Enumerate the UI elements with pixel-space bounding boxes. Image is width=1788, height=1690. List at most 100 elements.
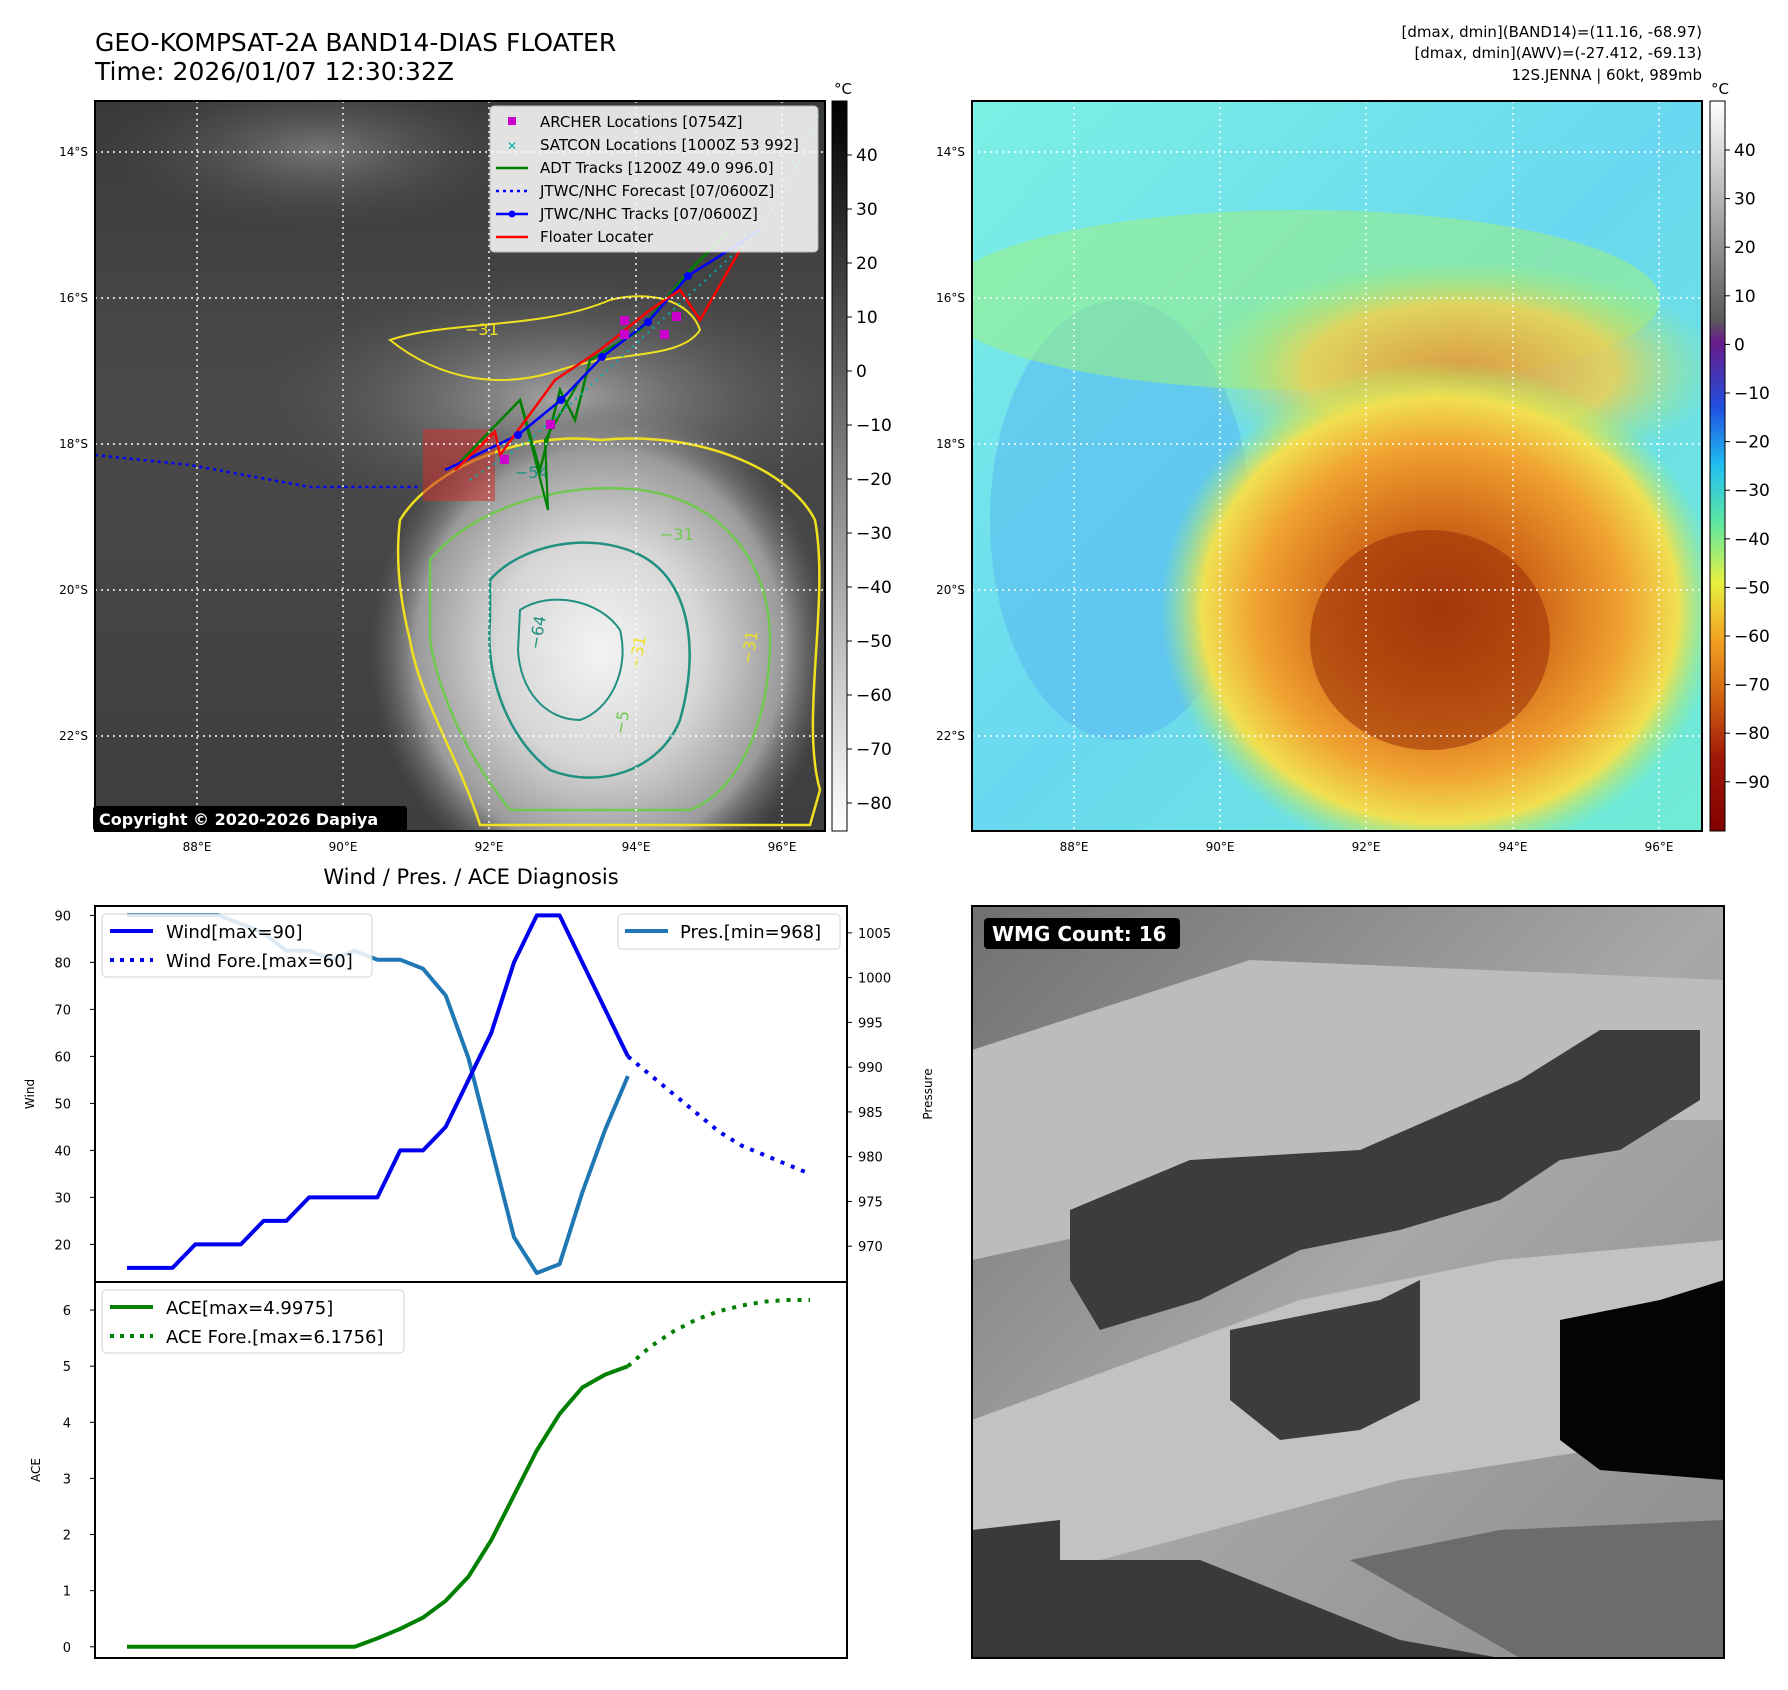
awv-colorbar xyxy=(1709,100,1726,832)
colorbar-tick-label: −50 xyxy=(856,632,892,652)
ir-lon-label: 92°E xyxy=(475,840,504,854)
awv-colorbar-unit: °C xyxy=(1711,80,1729,98)
ir-lat-label: 20°S xyxy=(59,583,88,597)
awv-lat-label: 14°S xyxy=(936,145,965,159)
awv-map-panel: 14°S 16°S 18°S 20°S 22°S 88°E 90°E 92°E … xyxy=(936,80,1770,854)
ace-tick-label: 4 xyxy=(63,1416,71,1431)
awv-lat-label: 22°S xyxy=(936,729,965,743)
ace-series xyxy=(127,1298,810,1649)
colorbar-tick-label: −80 xyxy=(856,794,892,814)
pressure-tick-label: 985 xyxy=(858,1106,883,1121)
awv-lon-label: 96°E xyxy=(1645,840,1674,854)
colorbar-tick-label: −40 xyxy=(856,578,892,598)
awv-map-frame xyxy=(971,100,1703,832)
ir-map-panel: −31 −54 −64 −31 −31 −5 −31 xyxy=(59,80,892,854)
wind-legend-box xyxy=(101,913,373,978)
pressure-tick-label: 970 xyxy=(858,1240,883,1255)
ir-lon-label: 96°E xyxy=(768,840,797,854)
copyright-badge xyxy=(93,806,407,831)
ir-lon-label: 94°E xyxy=(622,840,651,854)
colorbar-tick-label: −60 xyxy=(856,686,892,706)
wmg-count-text: WMG Count: 16 xyxy=(992,922,1167,946)
archer-markers xyxy=(500,312,681,464)
colorbar-tick-label: −20 xyxy=(1734,433,1770,453)
pressure-tick-label: 1000 xyxy=(858,972,891,987)
ir-colorbar xyxy=(831,100,848,832)
awv-lon-label: 90°E xyxy=(1206,840,1235,854)
info-band14: [dmax, dmin](BAND14)=(11.16, -68.97) xyxy=(1402,23,1702,41)
awv-lon-label: 88°E xyxy=(1060,840,1089,854)
colorbar-tick-label: 0 xyxy=(856,362,867,382)
pressure-legend-box xyxy=(617,913,841,950)
info-storm: 12S.JENNA | 60kt, 989mb xyxy=(1511,66,1702,84)
colorbar-tick-label: 40 xyxy=(1734,141,1756,161)
wind-tick-label: 30 xyxy=(54,1191,71,1206)
ir-lon-label: 88°E xyxy=(183,840,212,854)
ir-map-frame xyxy=(94,100,826,832)
colorbar-tick-label: 0 xyxy=(1734,335,1745,355)
pressure-legend-item: Pres.[min=968] xyxy=(680,922,821,943)
colorbar-tick-label: −40 xyxy=(1734,530,1770,550)
colorbar-tick-label: −80 xyxy=(1734,724,1770,744)
legend-box xyxy=(489,105,819,253)
wmg-panel: WMG Count: 16 xyxy=(971,905,1725,1659)
ace-tick-label: 6 xyxy=(63,1304,71,1319)
awv-lat-label: 18°S xyxy=(936,437,965,451)
ir-colorbar-ticks: 40 30 20 10 0 −10 −20 −30 −40 −50 −60 −70 −80 xyxy=(847,146,892,814)
colorbar-tick-label: 40 xyxy=(856,146,878,166)
colorbar-tick-label: 20 xyxy=(856,254,878,274)
contour-label: −31 xyxy=(465,320,499,339)
wind-tick-label: 50 xyxy=(54,1097,71,1112)
colorbar-tick-label: 10 xyxy=(1734,287,1756,307)
colorbar-tick-label: −10 xyxy=(1734,384,1770,404)
colorbar-tick-label: −50 xyxy=(1734,578,1770,598)
wmg-dark-band-middle xyxy=(1230,1280,1420,1440)
legend-item: SATCON Locations [1000Z 53 992] xyxy=(540,136,799,154)
contour-yellow xyxy=(396,437,822,827)
wmg-badge xyxy=(984,918,1180,949)
ace-tick-label: 2 xyxy=(63,1529,71,1544)
ir-storm-core xyxy=(370,400,825,831)
ace-legend-item: ACE Fore.[max=6.1756] xyxy=(166,1327,384,1348)
colorbar-tick-label: −90 xyxy=(1734,773,1770,793)
wind-tick-label: 80 xyxy=(54,956,71,971)
ir-lon-label: 90°E xyxy=(329,840,358,854)
colorbar-tick-label: −60 xyxy=(1734,627,1770,647)
wind-y-axis: 20 30 40 50 60 70 80 90 xyxy=(54,909,95,1253)
legend-item: Floater Locater xyxy=(540,228,654,246)
contour-label: −31 xyxy=(660,525,694,544)
info-awv: [dmax, dmin](AWV)=(-27.412, -69.13) xyxy=(1414,44,1702,62)
ace-chart: 0 1 2 3 4 5 6 ACE ACE[max=4.9975] ACE Fore.[ma… xyxy=(29,1281,848,1659)
colorbar-tick-label: 30 xyxy=(856,200,878,220)
contour-yellow-band xyxy=(387,295,702,381)
wind-axis-label: Wind xyxy=(23,1079,37,1109)
contour-teal xyxy=(488,541,691,779)
wind-tick-label: 90 xyxy=(54,909,71,924)
wmg-frame xyxy=(971,905,1725,1659)
figure-time: Time: 2026/01/07 12:30:32Z xyxy=(94,57,454,86)
copyright-text: Copyright © 2020-2026 Dapiya xyxy=(99,810,378,829)
awv-lon-label: 92°E xyxy=(1352,840,1381,854)
ir-lat-label: 16°S xyxy=(59,291,88,305)
awv-storm-deep xyxy=(1310,530,1550,750)
ace-line xyxy=(127,1364,629,1649)
wind-legend-item: Wind[max=90] xyxy=(166,922,303,943)
colorbar-tick-label: −30 xyxy=(1734,481,1770,501)
pressure-tick-label: 980 xyxy=(858,1151,883,1166)
ace-tick-label: 5 xyxy=(63,1360,71,1375)
pressure-tick-label: 990 xyxy=(858,1061,883,1076)
colorbar-tick-label: 30 xyxy=(1734,190,1756,210)
contour-label: −54 xyxy=(515,463,549,482)
wind-tick-label: 40 xyxy=(54,1144,71,1159)
ace-y-axis: 0 1 2 3 4 5 6 xyxy=(63,1304,95,1656)
colorbar-tick-label: 10 xyxy=(856,308,878,328)
colorbar-tick-label: −10 xyxy=(856,416,892,436)
wind-tick-label: 70 xyxy=(54,1003,71,1018)
wmg-dark-band-lower xyxy=(972,1520,1500,1658)
ace-legend-box xyxy=(101,1289,405,1354)
legend-item: ADT Tracks [1200Z 49.0 996.0] xyxy=(540,159,774,177)
wind-tick-label: 60 xyxy=(54,1050,71,1065)
ace-tick-label: 1 xyxy=(63,1585,71,1600)
ir-legend: ✕ ARCHER Locations [0754Z] SATCON Locati… xyxy=(489,105,819,253)
colorbar-tick-label: −20 xyxy=(856,470,892,490)
